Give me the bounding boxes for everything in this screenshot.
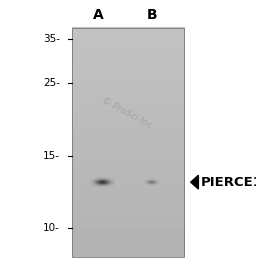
Text: A: A xyxy=(93,8,104,22)
Text: 35-: 35- xyxy=(43,34,60,44)
Text: B: B xyxy=(147,8,158,22)
Text: 25-: 25- xyxy=(43,78,60,88)
Text: © ProSci Inc.: © ProSci Inc. xyxy=(100,95,156,131)
Text: 10-: 10- xyxy=(43,223,60,233)
Text: 15-: 15- xyxy=(43,151,60,161)
Text: PIERCE1: PIERCE1 xyxy=(201,176,256,189)
Polygon shape xyxy=(191,175,198,189)
Bar xyxy=(72,28,184,257)
